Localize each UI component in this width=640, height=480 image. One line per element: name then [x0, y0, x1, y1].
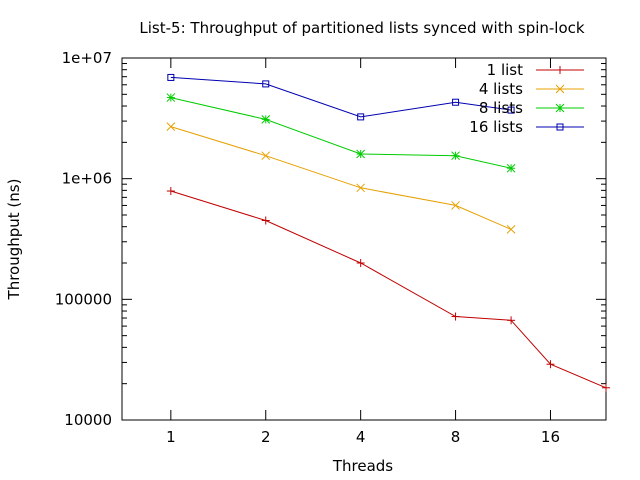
series-3 — [166, 93, 516, 173]
x-axis: 1 2 4 8 16 — [166, 58, 560, 446]
x-tick-label: 1 — [166, 428, 176, 446]
data-point — [507, 316, 516, 325]
data-point — [166, 187, 175, 196]
data-point — [507, 106, 515, 114]
data-point — [261, 115, 271, 124]
series-line — [170, 126, 512, 230]
y-tick-label: 100000 — [55, 290, 112, 308]
data-point — [451, 151, 460, 161]
data-point — [451, 312, 460, 321]
data-point — [166, 122, 176, 131]
series-layer — [166, 73, 610, 392]
legend-item: 8 lists — [479, 99, 584, 117]
series-line — [170, 190, 607, 389]
data-point — [261, 151, 271, 161]
data-point — [261, 216, 270, 225]
legend-label: 8 lists — [479, 99, 523, 117]
data-point — [357, 113, 365, 121]
legend-item: 1 list — [487, 61, 584, 79]
data-point — [555, 103, 565, 113]
plot-frame — [121, 57, 607, 421]
data-point — [555, 84, 565, 94]
data-point — [451, 201, 460, 210]
x-tick-label: 16 — [541, 428, 560, 446]
series-2 — [166, 122, 516, 234]
y-axis-label: Throughput (ns) — [5, 179, 23, 301]
legend-item: 4 lists — [479, 80, 584, 98]
data-point — [452, 98, 460, 106]
x-tick-label: 2 — [261, 428, 271, 446]
y-tick-label: 10000 — [64, 411, 112, 429]
series-4 — [167, 73, 515, 121]
data-point — [356, 259, 365, 268]
y-axis: 10000 100000 1e+06 1e+07 — [55, 49, 606, 429]
data-point — [262, 80, 270, 88]
data-point — [556, 123, 564, 131]
series-line — [170, 97, 512, 169]
x-tick-label: 8 — [451, 428, 461, 446]
data-point — [167, 73, 175, 81]
data-point — [546, 360, 555, 369]
data-point — [166, 93, 176, 102]
chart-title: List-5: Throughput of partitioned lists … — [139, 19, 584, 37]
x-tick-label: 4 — [356, 428, 366, 446]
legend-label: 1 list — [487, 61, 523, 79]
series-line — [170, 76, 512, 118]
legend-label: 16 lists — [469, 118, 523, 136]
series-1 — [166, 187, 610, 392]
legend-item: 16 lists — [469, 118, 584, 136]
data-point — [506, 163, 516, 173]
data-point — [506, 225, 516, 234]
data-point — [356, 149, 366, 159]
y-tick-label: 1e+07 — [62, 49, 112, 67]
y-tick-label: 1e+06 — [62, 170, 112, 188]
data-point — [356, 183, 366, 193]
x-axis-label: Threads — [332, 457, 393, 475]
data-point — [602, 383, 610, 392]
data-point — [556, 66, 564, 74]
legend-label: 4 lists — [479, 80, 523, 98]
